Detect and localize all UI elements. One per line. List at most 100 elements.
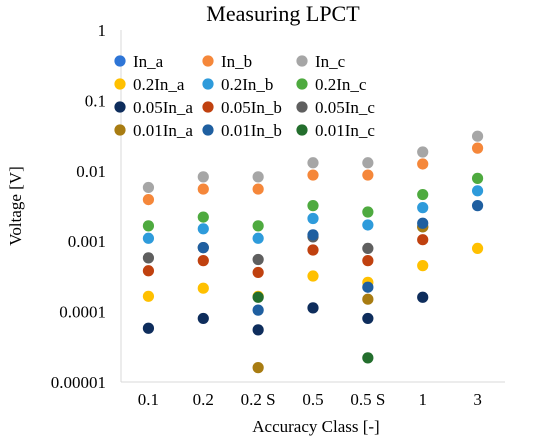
legend-marker [202, 78, 214, 90]
data-point [417, 188, 429, 201]
legend-item: 0.2In_c [296, 75, 367, 94]
data-point [471, 172, 484, 184]
y-tick-label: 0.001 [68, 232, 106, 251]
legend-item: 0.01In_c [296, 121, 375, 140]
legend-marker [114, 124, 126, 136]
legend-item: In_c [296, 52, 346, 71]
data-point [471, 242, 484, 255]
data-point [417, 158, 429, 170]
legend-label: 0.2In_b [221, 75, 273, 94]
legend-label: 0.05In_c [315, 98, 375, 117]
legend-label: 0.2In_a [133, 75, 185, 94]
data-point [307, 302, 319, 314]
data-point [252, 220, 264, 232]
legend-marker [202, 124, 214, 136]
data-point [362, 293, 374, 305]
data-point [362, 157, 374, 169]
legend-item: In_b [202, 52, 252, 71]
data-point [142, 252, 155, 264]
data-point [362, 281, 374, 293]
data-point [307, 270, 319, 282]
data-point [471, 142, 484, 154]
data-point [142, 232, 155, 244]
legend-marker [296, 101, 308, 113]
data-point [197, 255, 209, 267]
data-point [307, 244, 319, 256]
data-point [142, 181, 155, 194]
legend-label: In_c [315, 52, 346, 71]
data-point [252, 171, 264, 183]
x-tick-label: 0.1 [138, 390, 159, 409]
data-point [142, 265, 155, 277]
y-tick-label: 0.01 [76, 162, 106, 181]
legend-item: 0.01In_a [114, 121, 193, 140]
data-point [252, 291, 264, 303]
data-point [142, 290, 155, 302]
data-point [417, 217, 429, 229]
data-points [142, 130, 484, 374]
legend-label: 0.01In_b [221, 121, 282, 140]
data-point [362, 206, 374, 218]
data-point [197, 282, 209, 294]
legend-marker [296, 124, 308, 136]
y-tick-labels: 0.00001 0.0001 0.001 0.01 0.1 1 [51, 21, 106, 392]
y-tick-label: 0.0001 [59, 303, 106, 322]
data-point [417, 260, 429, 272]
legend-label: 0.01In_c [315, 121, 375, 140]
data-point [362, 312, 374, 325]
legend-item: 0.01In_b [202, 121, 282, 140]
legend-marker [202, 101, 214, 113]
data-point [197, 211, 209, 223]
legend-label: 0.2In_c [315, 75, 367, 94]
data-point [362, 242, 374, 255]
y-axis-label: Voltage [V] [6, 166, 25, 245]
data-point [471, 200, 484, 212]
data-point [417, 202, 429, 214]
legend-item: 0.2In_a [114, 75, 185, 94]
data-point [307, 212, 319, 225]
legend-marker [296, 78, 308, 90]
data-point [471, 185, 484, 197]
data-point [417, 291, 429, 303]
data-point [252, 266, 264, 279]
data-point [362, 255, 374, 267]
data-point [307, 169, 319, 181]
x-tick-label: 0.5 [302, 390, 323, 409]
legend-item: In_a [114, 52, 164, 71]
data-point [362, 352, 374, 364]
data-point [417, 146, 429, 158]
legend-item: 0.2In_b [202, 75, 273, 94]
data-point [197, 312, 209, 325]
legend-marker [202, 55, 214, 67]
data-point [142, 322, 155, 334]
data-point [417, 234, 429, 246]
data-point [252, 183, 264, 195]
legend-marker [114, 55, 126, 67]
data-point [252, 362, 264, 374]
legend-label: 0.05In_a [133, 98, 193, 117]
data-point [362, 219, 374, 231]
legend-label: In_b [221, 52, 252, 71]
legend-label: In_a [133, 52, 164, 71]
x-tick-labels: 0.1 0.2 0.2 S 0.5 0.5 S 1 3 [138, 390, 482, 409]
x-tick-label: 0.5 S [350, 390, 385, 409]
data-point [252, 253, 264, 266]
y-tick-label: 1 [98, 21, 107, 40]
legend: In_a In_b In_c 0.2In_a 0.2In_b 0.2In_c 0.05In_… [114, 52, 375, 140]
legend-marker [296, 55, 308, 67]
x-tick-label: 0.2 S [241, 390, 276, 409]
y-tick-label: 0.00001 [51, 373, 106, 392]
legend-marker [114, 101, 126, 113]
data-point [197, 242, 209, 254]
data-point [307, 229, 319, 241]
x-axis-label: Accuracy Class [-] [252, 417, 379, 436]
data-point [307, 157, 319, 169]
data-point [307, 200, 319, 212]
legend-label: 0.01In_a [133, 121, 193, 140]
legend-marker [114, 78, 126, 90]
data-point [197, 183, 209, 195]
data-point [362, 169, 374, 181]
data-point [197, 223, 209, 235]
data-point [142, 220, 155, 232]
